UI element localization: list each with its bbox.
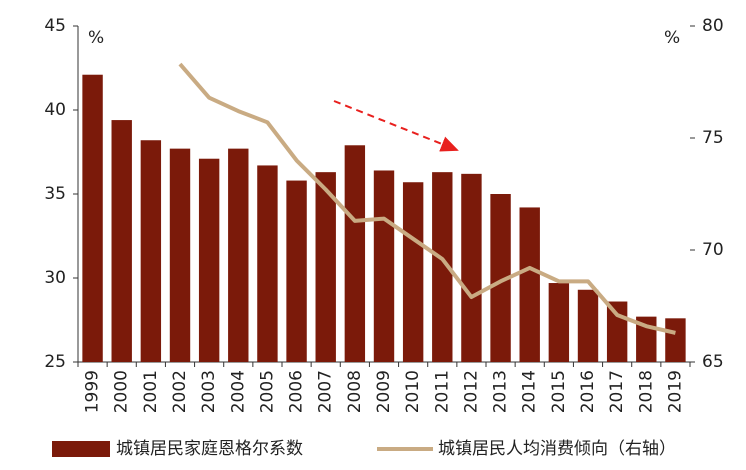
x-tick-label: 2016 xyxy=(578,370,598,413)
bar xyxy=(577,289,599,362)
x-tick-label: 2002 xyxy=(170,370,190,413)
x-tick-label: 2006 xyxy=(287,370,307,413)
legend-label: 城镇居民家庭恩格尔系数 xyxy=(116,439,303,459)
trend-arrow xyxy=(333,100,459,152)
bar xyxy=(373,170,395,362)
bar xyxy=(315,172,336,362)
y2-tick-label: 65 xyxy=(702,352,724,372)
y-tick-label: 40 xyxy=(44,100,66,120)
bar xyxy=(198,158,220,362)
bar xyxy=(169,148,191,362)
x-tick-label: 2007 xyxy=(316,370,336,413)
bar xyxy=(111,120,132,362)
x-tick-label: 2000 xyxy=(112,370,132,413)
x-tick-label: 2017 xyxy=(607,370,627,413)
bar xyxy=(257,165,278,362)
bar xyxy=(82,74,103,362)
y2-unit: % xyxy=(664,28,680,48)
x-tick-label: 2001 xyxy=(141,370,161,413)
x-tick-label: 2014 xyxy=(520,370,540,413)
y-tick-label: 30 xyxy=(44,268,66,288)
bar xyxy=(665,318,686,362)
x-tick-label: 2009 xyxy=(374,370,394,413)
x-tick-label: 2005 xyxy=(257,370,277,413)
y-tick-label: 25 xyxy=(44,352,66,372)
legend-label: 城镇居民人均消费倾向（右轴） xyxy=(438,439,676,459)
bar xyxy=(519,207,540,362)
x-tick-label: 1999 xyxy=(83,370,103,413)
bar xyxy=(461,173,482,362)
x-tick-label: 2004 xyxy=(228,370,248,413)
y-tick-label: 45 xyxy=(44,16,66,36)
x-tick-label: 2008 xyxy=(345,370,365,413)
bar xyxy=(402,182,424,362)
y-tick-label: 35 xyxy=(44,184,66,204)
bar xyxy=(286,180,307,362)
x-tick-label: 2012 xyxy=(461,370,481,413)
x-tick-label: 2011 xyxy=(432,370,452,413)
y2-tick-label: 80 xyxy=(702,16,724,36)
bar xyxy=(140,140,162,362)
legend-swatch xyxy=(52,441,110,457)
y2-tick-label: 70 xyxy=(702,240,724,260)
y-unit: % xyxy=(88,28,104,48)
x-tick-label: 2018 xyxy=(636,370,656,413)
bar xyxy=(432,172,453,362)
bar xyxy=(490,194,511,362)
x-tick-label: 2010 xyxy=(403,370,423,413)
x-tick-label: 2019 xyxy=(665,370,685,413)
x-tick-label: 2013 xyxy=(491,370,511,413)
line xyxy=(178,62,676,335)
bar xyxy=(606,301,628,362)
x-tick-label: 2015 xyxy=(549,370,569,413)
bar xyxy=(344,145,366,362)
y2-tick-label: 75 xyxy=(702,128,724,148)
bar xyxy=(228,148,249,362)
x-tick-label: 2003 xyxy=(199,370,219,413)
bar xyxy=(548,283,570,362)
